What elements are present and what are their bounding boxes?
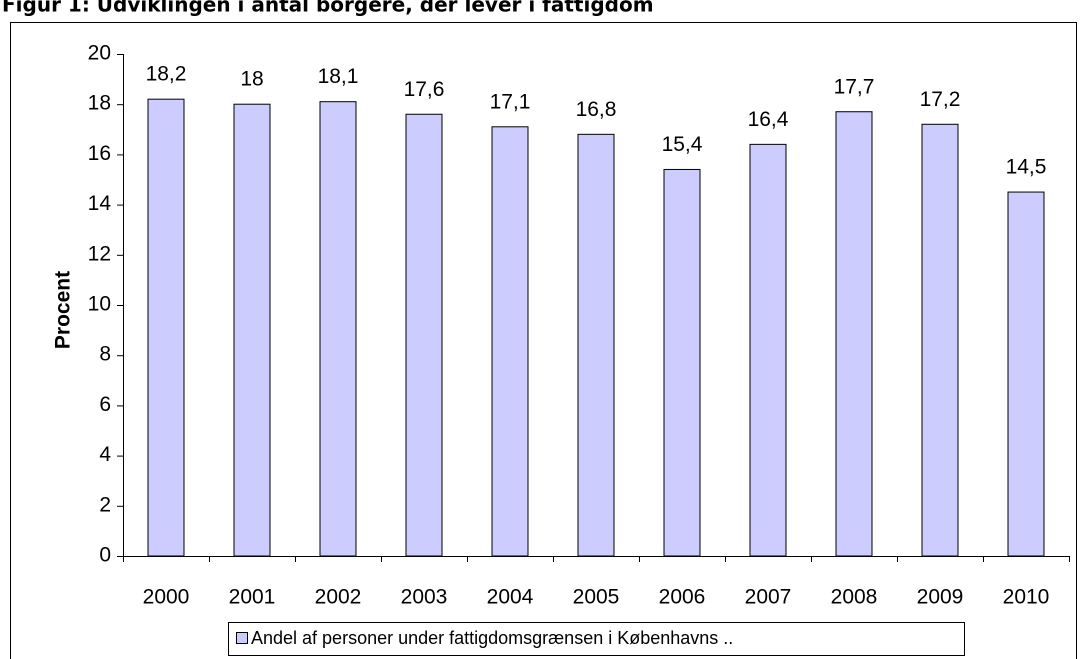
x-tick-label: 2002 bbox=[315, 586, 362, 609]
bar bbox=[319, 101, 357, 557]
y-tick-label: 14 bbox=[88, 192, 112, 215]
y-tick-label: 16 bbox=[88, 142, 111, 165]
y-axis-title: Procent bbox=[52, 271, 75, 349]
x-tick-label: 2009 bbox=[917, 586, 964, 609]
data-label: 17,7 bbox=[834, 75, 875, 98]
y-tick-label: 8 bbox=[99, 343, 111, 366]
legend-swatch bbox=[236, 632, 248, 644]
data-label: 17,2 bbox=[920, 88, 961, 111]
x-tick-label: 2001 bbox=[229, 586, 276, 609]
y-tick-label: 20 bbox=[88, 42, 111, 65]
y-tick-label: 6 bbox=[99, 393, 111, 416]
bar bbox=[147, 98, 185, 557]
data-label: 18 bbox=[240, 68, 263, 91]
bar bbox=[1007, 191, 1045, 557]
bar bbox=[921, 123, 959, 557]
y-tick-label: 2 bbox=[99, 493, 111, 516]
x-tick-label: 2008 bbox=[831, 586, 878, 609]
data-label: 14,5 bbox=[1006, 156, 1047, 179]
data-label: 16,8 bbox=[576, 98, 617, 121]
x-tick-label: 2006 bbox=[659, 586, 706, 609]
x-tick-label: 2003 bbox=[401, 586, 448, 609]
bar bbox=[491, 126, 529, 557]
chart-frame bbox=[10, 22, 1077, 659]
bar bbox=[577, 133, 615, 557]
x-tick-label: 2000 bbox=[143, 586, 190, 609]
y-tick-label: 18 bbox=[88, 92, 111, 115]
bar bbox=[749, 143, 787, 557]
y-tick-label: 10 bbox=[88, 293, 111, 316]
data-label: 15,4 bbox=[662, 133, 703, 156]
legend bbox=[228, 622, 965, 656]
x-tick-label: 2005 bbox=[573, 586, 620, 609]
chart-title: Figur 1: Udviklingen i antal borgere, de… bbox=[2, 0, 654, 17]
y-tick-label: 12 bbox=[88, 242, 111, 265]
x-tick-label: 2004 bbox=[487, 586, 534, 609]
bar bbox=[233, 103, 271, 557]
legend-label: Andel af personer under fattigdomsgrænse… bbox=[251, 628, 733, 648]
x-tick-label: 2007 bbox=[745, 586, 792, 609]
data-label: 17,1 bbox=[490, 90, 531, 113]
data-label: 18,2 bbox=[146, 63, 187, 86]
y-tick-label: 0 bbox=[99, 544, 111, 567]
data-label: 17,6 bbox=[404, 78, 445, 101]
data-label: 16,4 bbox=[748, 108, 789, 131]
bar bbox=[835, 111, 873, 557]
y-tick-label: 4 bbox=[99, 443, 111, 466]
bar bbox=[405, 113, 443, 557]
bar bbox=[663, 168, 701, 557]
data-label: 18,1 bbox=[318, 65, 359, 88]
x-tick-label: 2010 bbox=[1003, 586, 1050, 609]
